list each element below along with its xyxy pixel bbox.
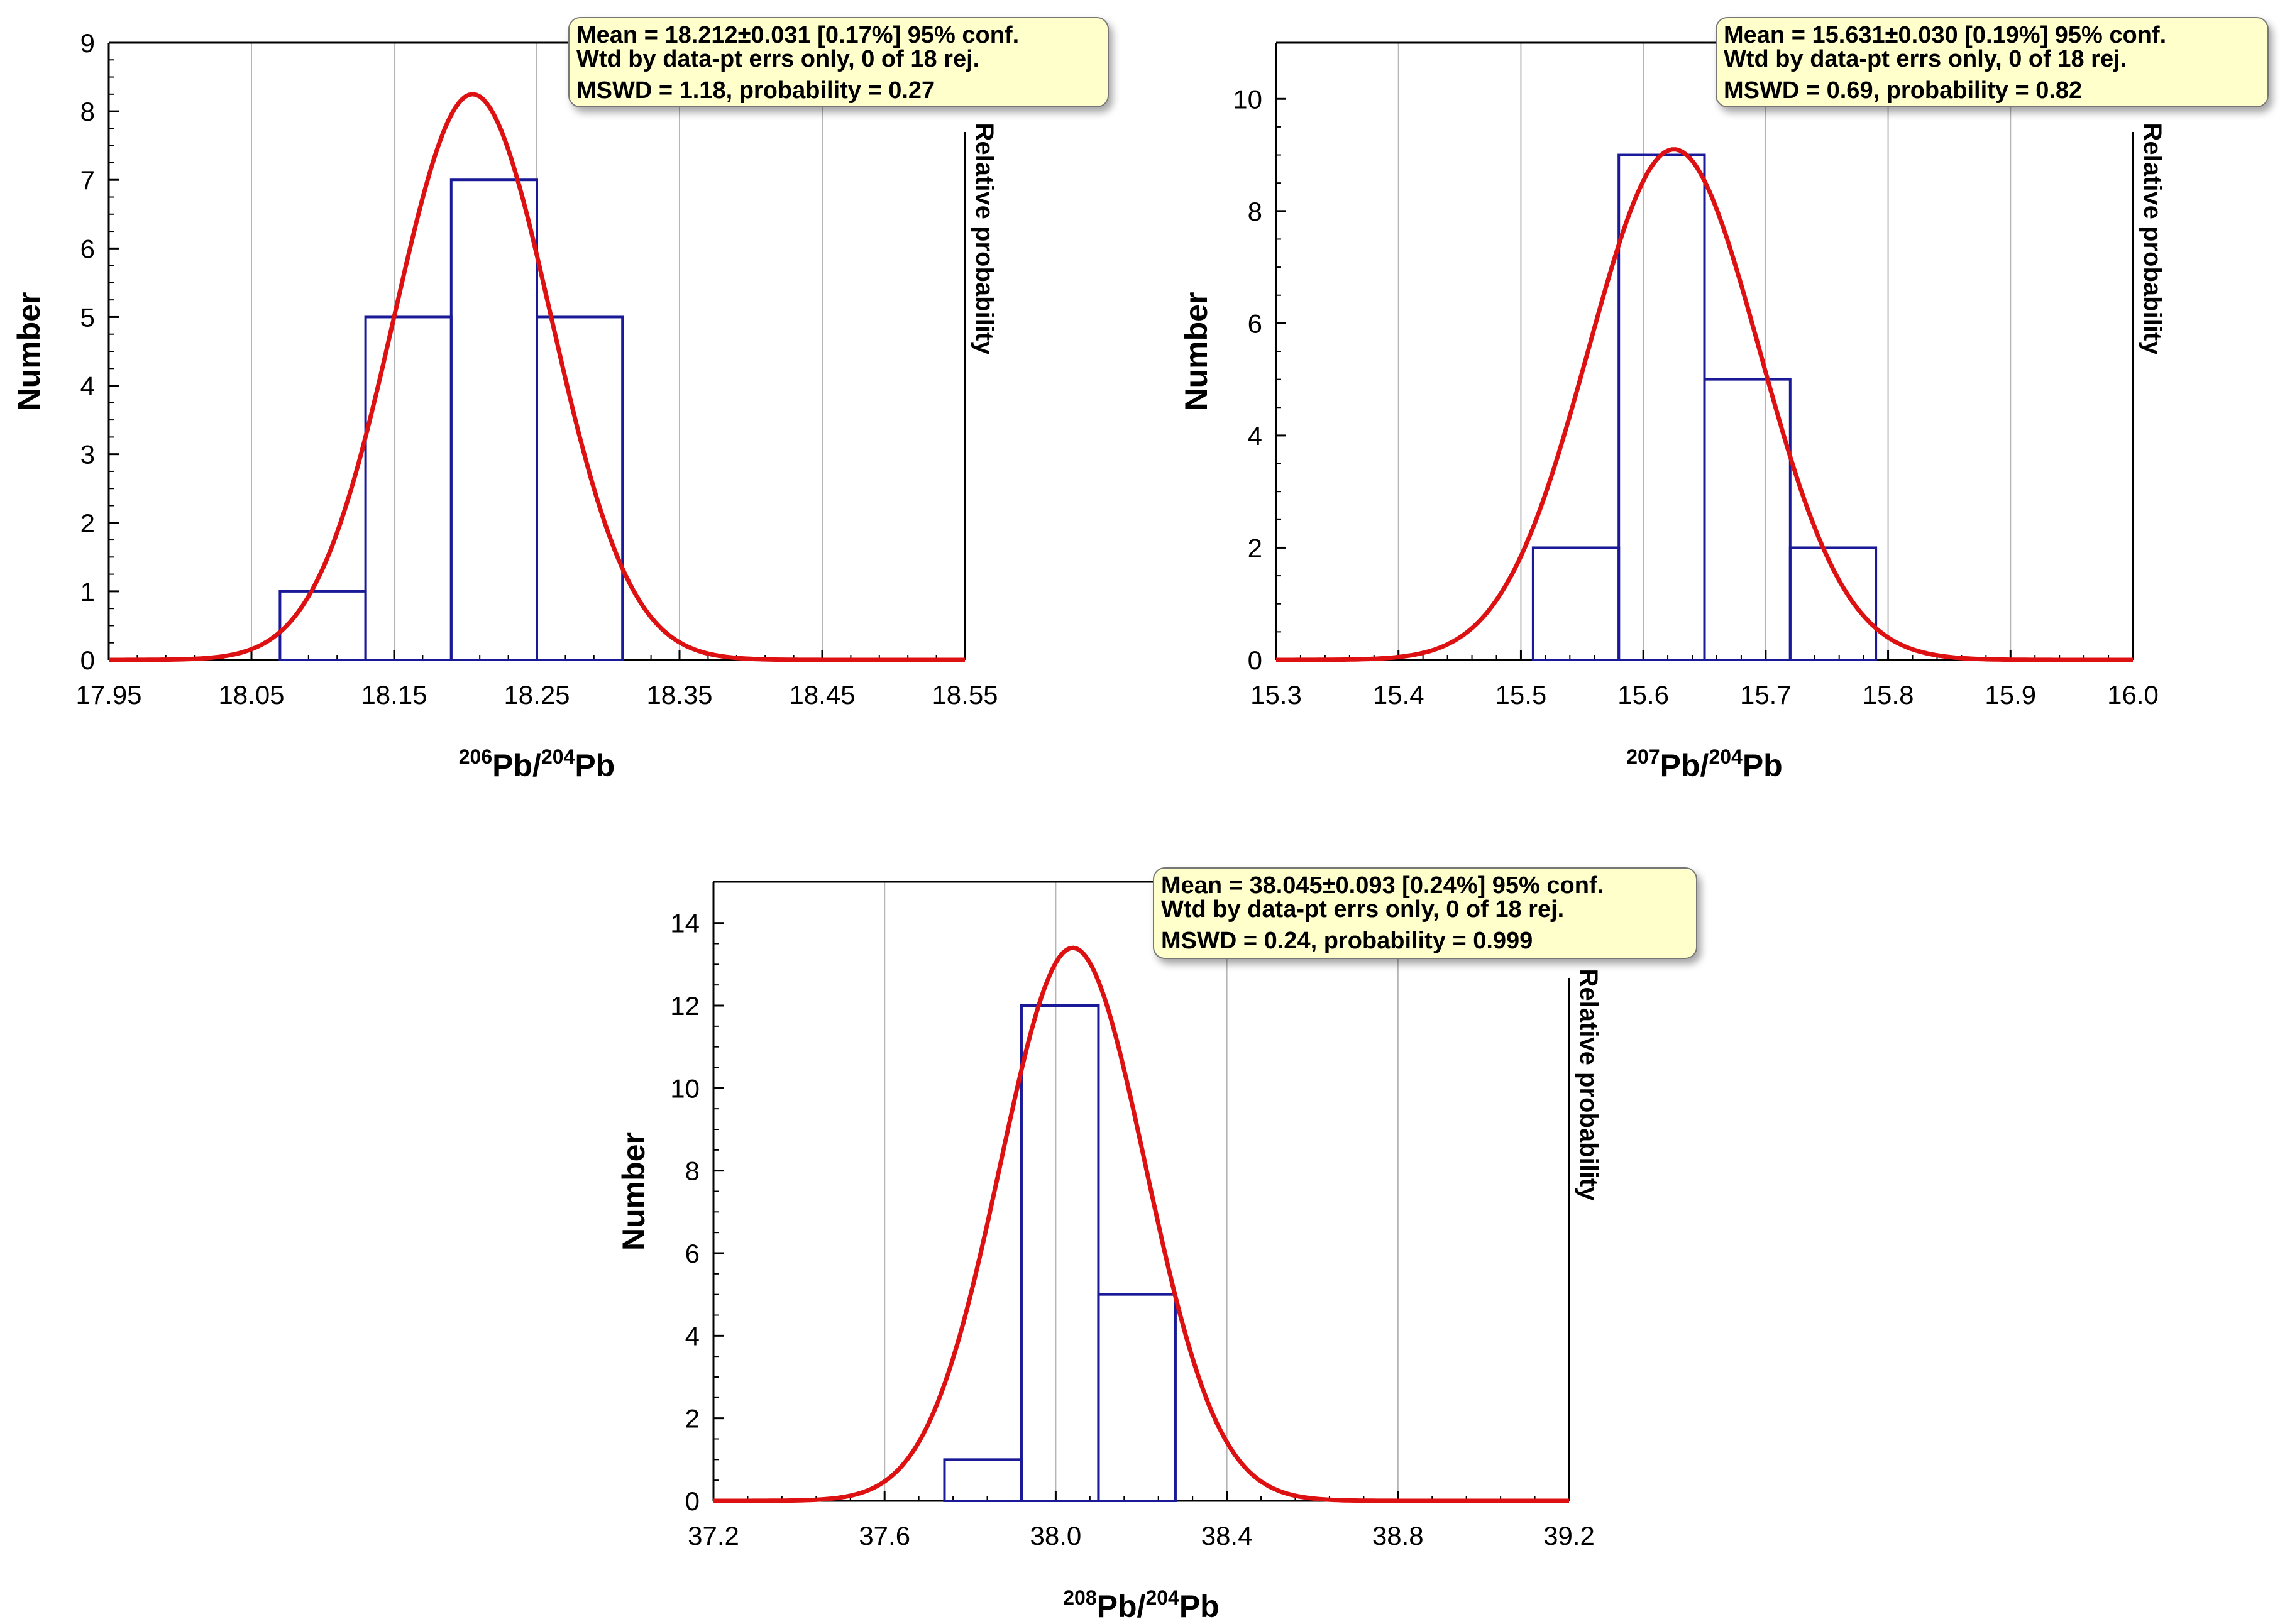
x-tick-label: 15.7 (1740, 680, 1792, 710)
right-axis-label: Relative probability (1575, 969, 1602, 1202)
stats-box-line1: Mean = 38.045±0.093 [0.24%] 95% conf. (1161, 872, 1604, 899)
x-tick-label: 15.5 (1495, 680, 1547, 710)
x-tick-label: 18.45 (789, 680, 855, 710)
probability-curve (109, 92, 965, 662)
histogram-bar-3 (1703, 378, 1792, 661)
y-tick-label: 4 (685, 1321, 700, 1351)
y-tick-label: 2 (1248, 533, 1262, 562)
x-axis-label: 206Pb/204Pb (459, 745, 615, 783)
x-tick-label: 15.8 (1863, 680, 1914, 710)
x-tick-label: 37.6 (859, 1521, 910, 1550)
histogram-bar-3 (1097, 1293, 1177, 1503)
y-tick-label: 0 (80, 645, 95, 675)
y-tick-label: 9 (80, 28, 95, 58)
histogram-bar-1 (943, 1458, 1023, 1502)
stats-box-line3: MSWD = 0.24, probability = 0.999 (1161, 928, 1533, 954)
stats-box-line2: Wtd by data-pt errs only, 0 of 18 rej. (1724, 46, 2127, 72)
x-tick-label: 18.05 (218, 680, 284, 710)
x-tick-label: 37.2 (688, 1521, 739, 1550)
x-tick-label: 38.0 (1030, 1521, 1082, 1550)
y-tick-label: 0 (685, 1486, 700, 1516)
y-tick-label: 6 (1248, 309, 1262, 338)
x-tick-label: 18.35 (646, 680, 712, 710)
y-tick-label: 4 (1248, 421, 1262, 451)
y-axis-label: Number (1179, 292, 1214, 411)
x-tick-label: 38.4 (1201, 1521, 1253, 1550)
y-tick-label: 10 (1233, 84, 1262, 114)
x-tick-label: 15.6 (1617, 680, 1669, 710)
x-tick-label: 15.3 (1250, 680, 1302, 710)
probability-curve (713, 945, 1569, 1503)
x-axis-label: 208Pb/204Pb (1063, 1586, 1219, 1624)
y-tick-label: 1 (80, 577, 95, 606)
stats-box (1716, 17, 2269, 107)
y-tick-label: 10 (670, 1073, 700, 1103)
histogram-bar-2 (364, 315, 453, 661)
chart-panel-2: 0 2 4 6 8 10 15.3 15.4 15.5 15.6 15.7 15.8 15.9 16.0 N… (1179, 17, 2269, 783)
y-tick-label: 2 (80, 508, 95, 538)
right-axis-label: Relative probability (971, 123, 998, 356)
y-tick-label: 5 (80, 302, 95, 332)
y-tick-label: 8 (685, 1156, 700, 1186)
x-axis-label: 207Pb/204Pb (1626, 745, 1782, 783)
x-axis-label-part: Pb/ (1097, 1589, 1146, 1624)
y-tick-label: 12 (670, 991, 700, 1021)
x-tick-label: 17.95 (75, 680, 141, 710)
histogram-bar-3 (449, 178, 538, 661)
x-tick-label: 38.8 (1372, 1521, 1424, 1550)
probability-curve (1276, 147, 2133, 662)
x-axis-label-part: Pb (575, 748, 615, 783)
y-tick-label: 3 (80, 440, 95, 469)
histogram-bar-4 (536, 315, 624, 661)
x-tick-label: 18.55 (932, 680, 998, 710)
right-axis-label: Relative probability (2139, 123, 2166, 356)
x-axis-label-part: Pb (1179, 1589, 1220, 1624)
x-tick-label: 39.2 (1543, 1521, 1595, 1550)
histogram-bar-2 (1617, 153, 1706, 661)
y-tick-label: 8 (1248, 197, 1262, 226)
stats-box-line1: Mean = 15.631±0.030 [0.19%] 95% conf. (1724, 22, 2166, 48)
stats-box-line1: Mean = 18.212±0.031 [0.17%] 95% conf. (576, 22, 1019, 48)
stats-box-line3: MSWD = 1.18, probability = 0.27 (576, 77, 935, 104)
x-axis-label-part: 204 (1145, 1586, 1179, 1609)
histogram-bar-1 (278, 590, 367, 662)
y-tick-label: 2 (685, 1404, 700, 1434)
y-tick-label: 4 (80, 371, 95, 401)
y-axis-label: Number (616, 1132, 651, 1251)
histogram-bar-1 (1531, 546, 1621, 661)
histogram-bar-2 (1020, 1004, 1100, 1502)
x-axis-label-part: 208 (1063, 1586, 1096, 1609)
x-tick-label: 15.9 (1985, 680, 2036, 710)
stats-box-line2: Wtd by data-pt errs only, 0 of 18 rej. (1161, 896, 1564, 923)
y-tick-label: 6 (685, 1239, 700, 1268)
chart-panel-1: 0 1 2 3 4 5 6 7 8 9 17.95 18.05 18.15 18.25 18.35 18.45… (11, 17, 1109, 783)
y-tick-label: 6 (80, 234, 95, 263)
x-axis-label-part: 207 (1626, 745, 1660, 768)
stats-box (568, 17, 1109, 107)
x-tick-label: 18.25 (504, 680, 570, 710)
stats-box-line2: Wtd by data-pt errs only, 0 of 18 rej. (576, 46, 979, 72)
x-tick-label: 16.0 (2107, 680, 2159, 710)
y-tick-label: 7 (80, 165, 95, 195)
y-tick-label: 14 (670, 909, 700, 938)
x-axis-label-part: 206 (459, 745, 492, 768)
histogram-bar-4 (1788, 546, 1878, 661)
x-tick-label: 15.4 (1373, 680, 1424, 710)
x-axis-label-part: 204 (1709, 745, 1743, 768)
x-axis-label-part: Pb/ (492, 748, 541, 783)
x-tick-label: 18.15 (361, 680, 427, 710)
stats-box-line3: MSWD = 0.69, probability = 0.82 (1724, 77, 2082, 104)
chart-panel-3: 0 2 4 6 8 10 12 14 37.2 37.6 38.0 38.4 38.8 39.2 Numbe… (616, 867, 1697, 1624)
y-tick-label: 0 (1248, 645, 1262, 675)
y-tick-label: 8 (80, 97, 95, 126)
stats-box (1153, 867, 1697, 959)
x-axis-label-part: Pb (1743, 748, 1783, 783)
y-axis-label: Number (11, 292, 47, 411)
x-axis-label-part: Pb/ (1660, 748, 1709, 783)
x-axis-label-part: 204 (541, 745, 575, 768)
